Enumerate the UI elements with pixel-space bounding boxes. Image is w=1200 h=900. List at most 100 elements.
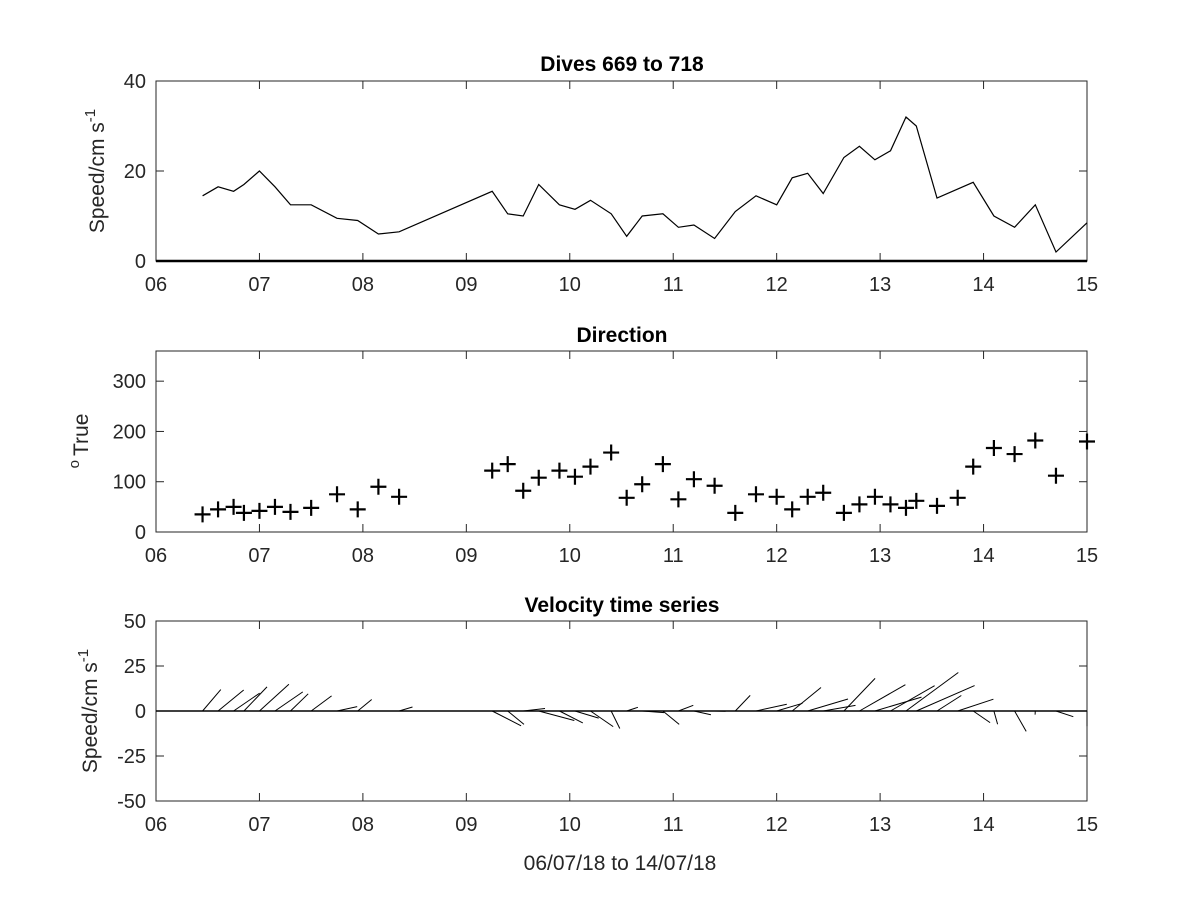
- velocity-stick: [890, 685, 935, 712]
- direction-point: [282, 503, 299, 520]
- x-tick-label: 09: [455, 814, 477, 836]
- velocity-stick: [957, 698, 994, 712]
- velocity-stick: [823, 704, 856, 712]
- direction-point: [965, 458, 982, 475]
- x-tick-label: 13: [869, 814, 891, 836]
- y-tick-label: 25: [124, 656, 146, 678]
- direction-point: [1027, 432, 1044, 449]
- direction-point: [1006, 446, 1023, 463]
- x-tick-label: 11: [663, 814, 684, 836]
- velocity-stick: [734, 695, 751, 712]
- velocity-stick: [398, 706, 413, 712]
- y-tick-label: -25: [117, 746, 146, 768]
- velocity-panel: Velocity time series 06 07 08 09 10 11 12 13 14 1…: [75, 594, 1098, 875]
- direction-point: [835, 504, 852, 521]
- velocity-stick: [791, 687, 822, 712]
- direction-point: [391, 488, 408, 505]
- velocity-stick: [507, 710, 525, 725]
- direction-point: [1079, 433, 1095, 450]
- plot-frame: [155, 80, 1088, 262]
- x-tick-label: 14: [972, 814, 994, 836]
- velocity-stick: [662, 710, 680, 725]
- velocity-stick: [523, 708, 546, 712]
- direction-point: [515, 482, 532, 499]
- direction-point: [949, 489, 966, 506]
- velocity-stick: [538, 710, 575, 721]
- y-tick-label: 20: [124, 161, 146, 183]
- velocity-stick: [259, 683, 290, 712]
- direction-point: [706, 477, 723, 494]
- x-tick-label: 14: [972, 274, 994, 296]
- direction-point: [815, 484, 832, 501]
- velocity-stick: [310, 695, 332, 712]
- velocity-stick: [916, 685, 975, 712]
- direction-point: [670, 491, 687, 508]
- direction-point: [1047, 467, 1064, 484]
- velocity-plot-area: 06 07 08 09 10 11 12 13 14 15 50 25 0 -25 -50: [117, 611, 1098, 836]
- y-tick-label: -50: [117, 791, 146, 813]
- velocity-stick: [843, 678, 876, 712]
- x-tick-label: 12: [766, 545, 788, 567]
- y-tick-label: 0: [135, 701, 146, 723]
- x-tick-label: 10: [559, 814, 581, 836]
- direction-point: [866, 488, 883, 505]
- x-tick-label: 06: [145, 814, 167, 836]
- y-tick-label: 0: [135, 251, 146, 273]
- velocity-stick: [936, 695, 962, 712]
- x-tick-label: 15: [1076, 814, 1098, 836]
- velocity-x-label: 06/07/18 to 14/07/18: [524, 852, 717, 875]
- velocity-stick: [642, 710, 665, 714]
- direction-point: [194, 506, 211, 523]
- velocity-stick: [290, 693, 309, 712]
- direction-point: [882, 496, 899, 513]
- direction-point: [329, 486, 346, 503]
- velocity-stick: [559, 710, 584, 724]
- y-tick-label: 100: [113, 472, 146, 494]
- velocity-stick: [859, 684, 906, 712]
- velocity-stick: [993, 710, 999, 725]
- velocity-stick: [1055, 710, 1074, 718]
- direction-point: [784, 501, 801, 518]
- velocity-stick: [874, 696, 922, 712]
- direction-point: [929, 497, 946, 514]
- velocity-stick: [755, 703, 787, 712]
- direction-plot-area: 06 07 08 09 10 11 12 13 14 15 0 100 200 300: [113, 350, 1098, 567]
- direction-point: [370, 478, 387, 495]
- x-tick-label: 10: [559, 274, 581, 296]
- x-tick-label: 06: [145, 274, 167, 296]
- speed-y-label: Speed/cm s-1: [82, 109, 109, 233]
- direction-point: [225, 498, 242, 515]
- velocity-stick: [357, 699, 373, 712]
- speed-series-line: [202, 116, 1088, 254]
- direction-point: [897, 499, 914, 516]
- velocity-stick: [610, 710, 621, 729]
- direction-point: [727, 504, 744, 521]
- velocity-y-label: Speed/cm s-1: [75, 649, 102, 773]
- y-tick-label: 200: [113, 421, 146, 443]
- velocity-stick: [590, 710, 614, 728]
- direction-point: [484, 462, 501, 479]
- direction-point: [210, 501, 227, 518]
- x-tick-label: 08: [352, 814, 374, 836]
- y-tick-label: 40: [124, 71, 146, 93]
- x-tick-label: 13: [869, 545, 891, 567]
- speed-title: Dives 669 to 718: [540, 53, 704, 76]
- plot-frame: [155, 350, 1088, 533]
- direction-point: [251, 502, 268, 519]
- x-tick-label: 15: [1076, 545, 1098, 567]
- direction-point: [349, 501, 366, 518]
- direction-point: [985, 440, 1002, 457]
- direction-point: [499, 456, 516, 473]
- direction-point: [654, 456, 671, 473]
- x-tick-label: 08: [352, 274, 374, 296]
- velocity-stick: [626, 706, 639, 712]
- x-tick-label: 06: [145, 545, 167, 567]
- x-tick-label: 12: [766, 814, 788, 836]
- direction-point: [566, 468, 583, 485]
- velocity-stick: [491, 710, 522, 727]
- x-tick-label: 07: [248, 545, 270, 567]
- direction-point: [530, 469, 547, 486]
- velocity-stick: [972, 710, 991, 724]
- velocity-stick: [1014, 710, 1027, 732]
